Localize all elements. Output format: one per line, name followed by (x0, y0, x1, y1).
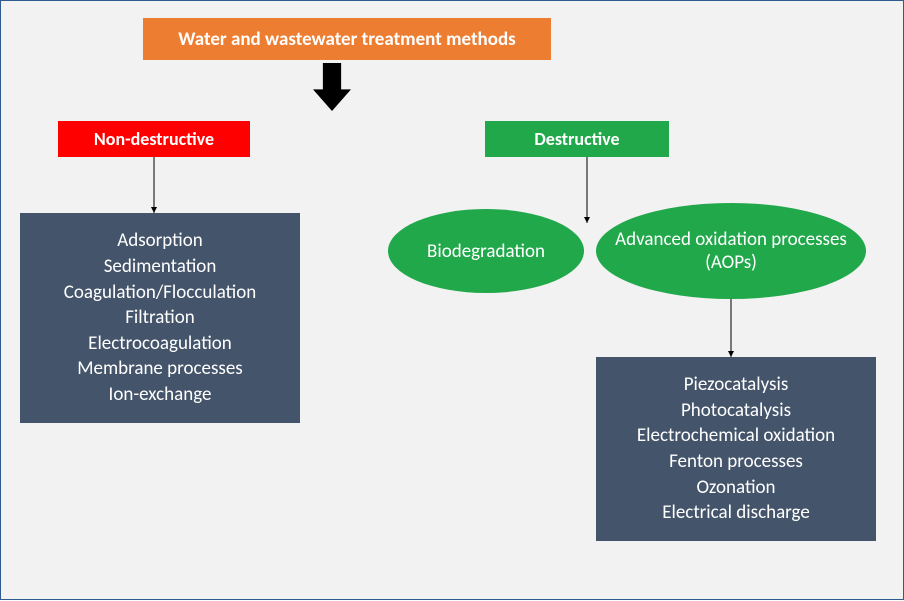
non-destructive-text: Non-destructive (94, 128, 214, 150)
list-item: Electrocoagulation (88, 331, 232, 357)
biodegradation-text: Biodegradation (427, 240, 545, 263)
title-text: Water and wastewater treatment methods (178, 28, 516, 51)
list-item: Piezocatalysis (684, 372, 789, 398)
list-item: Photocatalysis (681, 398, 791, 424)
aop-panel: PiezocatalysisPhotocatalysisElectrochemi… (596, 357, 876, 541)
list-item: Adsorption (117, 228, 203, 254)
non-destructive-panel: AdsorptionSedimentationCoagulation/Flocc… (20, 213, 300, 423)
list-item: Membrane processes (77, 356, 242, 382)
list-item: Sedimentation (104, 254, 217, 280)
aop-text: Advanced oxidation processes (AOPs) (596, 228, 866, 274)
destructive-label: Destructive (485, 121, 669, 157)
aop-node: Advanced oxidation processes (AOPs) (596, 203, 866, 299)
non-destructive-list: AdsorptionSedimentationCoagulation/Flocc… (64, 228, 256, 407)
diagram-canvas: Water and wastewater treatment methods N… (0, 0, 904, 600)
list-item: Ozonation (696, 475, 775, 501)
aop-list: PiezocatalysisPhotocatalysisElectrochemi… (637, 372, 835, 526)
biodegradation-node: Biodegradation (388, 209, 584, 293)
list-item: Electrochemical oxidation (637, 423, 835, 449)
non-destructive-label: Non-destructive (58, 121, 250, 157)
list-item: Filtration (125, 305, 195, 331)
title-box: Water and wastewater treatment methods (143, 18, 551, 60)
list-item: Fenton processes (669, 449, 803, 475)
main-arrow-down-icon (313, 63, 351, 111)
list-item: Coagulation/Flocculation (64, 280, 256, 306)
list-item: Ion-exchange (109, 382, 212, 408)
list-item: Electrical discharge (662, 500, 810, 526)
destructive-text: Destructive (534, 128, 619, 150)
